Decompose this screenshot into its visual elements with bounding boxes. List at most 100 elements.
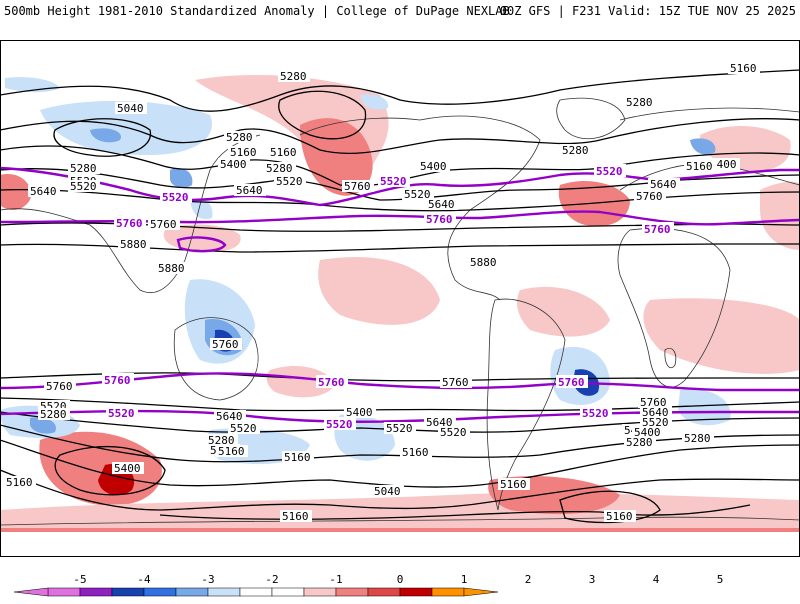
contour-label-5520: 5520: [596, 165, 623, 178]
low-north-pacific: [278, 90, 367, 140]
contour-label: 5880: [120, 238, 147, 251]
contour-label: 5280: [40, 408, 67, 421]
contour-label: 5760: [344, 180, 371, 193]
contour-label: 5520: [70, 180, 97, 193]
low-siberia: [53, 118, 151, 157]
contour-label-5760: 5760: [116, 217, 143, 230]
contour-label: 5640: [426, 416, 453, 429]
warm-anomaly-central-pacific: [318, 256, 440, 325]
contour-label: 5160: [402, 446, 429, 459]
contour-label-5520: 5520: [582, 407, 609, 420]
contour-label: 5400: [346, 406, 373, 419]
contour-label: 5280: [208, 434, 235, 447]
colorbar-tick-label: -2: [265, 573, 278, 586]
contour-label: 5640: [216, 410, 243, 423]
colorbar-segment: [207, 587, 241, 597]
contour-labels-purple: 5520 5520 5520 5760 5760 5760 5760 5760 …: [102, 164, 674, 431]
colorbar-segment: [303, 587, 337, 597]
warm-anomaly-asia-east: [760, 181, 800, 250]
colorbar-tick-label: 5: [717, 573, 724, 586]
contour-label: 5160: [282, 510, 309, 523]
contour-label-5520: 5520: [326, 418, 353, 431]
contour-label: 5520: [440, 426, 467, 439]
colorbar-tick-label: 3: [589, 573, 596, 586]
colorbar-arrow-left: [13, 587, 49, 597]
colorbar-segment: [271, 587, 305, 597]
colorbar-segments: [13, 587, 499, 597]
contour-label-5760: 5760: [318, 376, 345, 389]
low-south-pacific: [54, 446, 166, 496]
contour-label: 5640: [30, 185, 57, 198]
contour-label: 5520: [642, 416, 669, 429]
colorbar-segment: [47, 587, 81, 597]
contour-label: 5400: [114, 462, 141, 475]
colorbar-segment: [143, 587, 177, 597]
contour-label: 5280: [70, 162, 97, 175]
contour-label: 5760: [640, 396, 667, 409]
contour-label: 5640: [428, 198, 455, 211]
cool-anomaly-sakhalin: [170, 168, 193, 188]
coast-north-america: [299, 115, 541, 301]
colorbar-segment: [399, 587, 433, 597]
cool-anomaly-japan: [190, 198, 213, 220]
contour-label: 5400: [634, 426, 661, 439]
warm-anomaly-tropical-atlantic: [517, 286, 610, 337]
colorbar-tick-label: 2: [525, 573, 532, 586]
purple-5880-ring: [176, 236, 227, 253]
warm-anomaly-antarctic-edge: [0, 528, 800, 532]
colorbar-segment: [431, 587, 465, 597]
cool-anomaly-siberia-core: [90, 128, 121, 143]
contour-label-5520: 5520: [162, 191, 189, 204]
contour-label: 5760: [212, 338, 239, 351]
colorbar-tick-label: 0: [397, 573, 404, 586]
contour-label: 5640: [650, 178, 677, 191]
contour-label: 5520: [276, 175, 303, 188]
contour-label-5760: 5760: [644, 223, 671, 236]
contour-label: 5280: [684, 432, 711, 445]
coast-asia-north: [619, 107, 800, 121]
contour-label-5760: 5760: [558, 376, 585, 389]
warm-anomaly-australia-south: [266, 365, 335, 398]
contour-label: 5160: [730, 62, 757, 75]
coast-greenland: [556, 97, 626, 139]
contour-label: 5640: [642, 406, 669, 419]
coast-africa: [617, 228, 731, 388]
contour-label-5520: 5520: [108, 407, 135, 420]
coast-antarctica: [0, 516, 800, 526]
map-title: 500mb Height 1981-2010 Standardized Anom…: [4, 4, 510, 18]
contour-label: 5160: [686, 160, 713, 173]
contour-label: 5160: [500, 478, 527, 491]
contour-label: 5160: [230, 146, 257, 159]
contour-label: 5760: [150, 218, 177, 231]
colorbar-segment: [367, 587, 401, 597]
colorbar-tick-label: -4: [137, 573, 151, 586]
contour-label: 5280: [280, 70, 307, 83]
contour-label: 5160: [606, 510, 633, 523]
colorbar-tick-label: -5: [73, 573, 86, 586]
colorbar-segment: [79, 587, 113, 597]
contour-label: 5520: [230, 422, 257, 435]
contour-label: 5520: [404, 188, 431, 201]
cool-anomaly-nw-europe: [690, 138, 716, 155]
contour-label: 5160: [6, 476, 33, 489]
contour-label: 5040: [117, 102, 144, 115]
contour-label: 5400: [420, 160, 447, 173]
colorbar-tick-label: -3: [201, 573, 214, 586]
cool-anomaly-north-pacific: [360, 94, 389, 110]
coast-madagascar: [664, 348, 677, 369]
colorbar-segment: [111, 587, 145, 597]
contour-label: 5760: [442, 376, 469, 389]
contour-label-5520: 5520: [380, 175, 407, 188]
colorbar-arrow-right: [463, 587, 499, 597]
contour-label: 5040: [374, 485, 401, 498]
contour-label: 5760: [46, 380, 73, 393]
contour-label: 5280: [266, 162, 293, 175]
anomaly-map: 5160 5040 5280 5160 5280 5160 5400 5280 …: [0, 40, 800, 557]
contour-label: 5640: [236, 184, 263, 197]
contour-label-5760: 5760: [426, 213, 453, 226]
contour-label: 5880: [470, 256, 497, 269]
colorbar-ticks: -5 -4 -3 -2 -1 0 1 2 3 4 5: [73, 573, 723, 586]
contour-labels-black: 5160 5040 5280 5160 5280 5160 5400 5280 …: [4, 62, 760, 523]
contour-label: 5280: [562, 144, 589, 157]
low-south-atlantic: [559, 490, 661, 524]
